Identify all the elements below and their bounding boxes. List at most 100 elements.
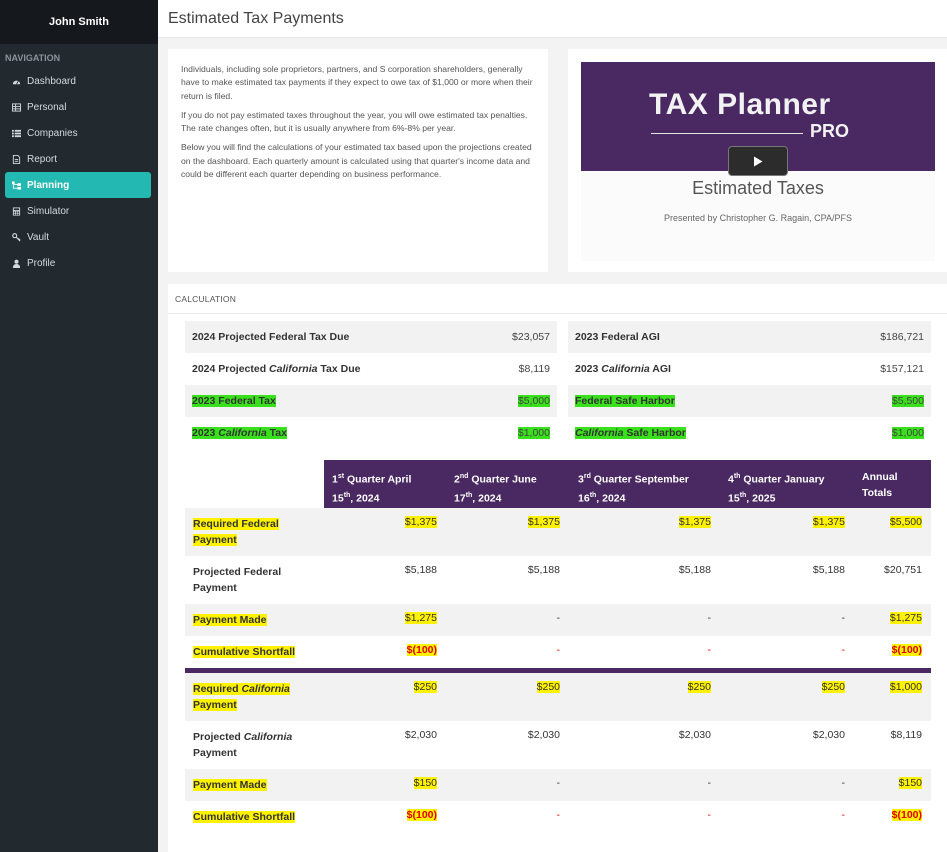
summary-row: California Safe Harbor $1,000 bbox=[575, 427, 924, 439]
summary-row: 2024 Projected Federal Tax Due $23,057 bbox=[185, 321, 557, 353]
sidebar-item-label: Companies bbox=[27, 127, 78, 139]
column-header-q4: 4th Quarter January 15th, 2025 bbox=[728, 473, 825, 504]
table-cell: $2,030 bbox=[404, 729, 437, 741]
intro-paragraph: Below you will find the calculations of … bbox=[181, 142, 532, 180]
video-player[interactable]: TAX Planner PRO Estimated Taxes Presente… bbox=[581, 62, 935, 261]
table-cell: $5,188 bbox=[404, 564, 437, 576]
nav-heading: NAVIGATION bbox=[5, 53, 61, 63]
user-icon bbox=[12, 259, 21, 268]
brand-logo-text: TAX Planner bbox=[649, 88, 831, 121]
page-title: Estimated Tax Payments bbox=[168, 9, 344, 27]
summary-row: 2023 Federal AGI $186,721 bbox=[568, 321, 931, 353]
user-name[interactable]: John Smith bbox=[0, 0, 158, 44]
table-cell: $5,188 bbox=[812, 564, 845, 576]
summary-value: $186,721 bbox=[880, 331, 924, 343]
sidebar-item-label: Planning bbox=[27, 179, 70, 191]
play-button[interactable] bbox=[728, 146, 788, 176]
table-cell: $1,375 bbox=[812, 516, 845, 528]
summary-row: 2023 California Tax $1,000 bbox=[192, 427, 550, 439]
sidebar-item-companies[interactable]: Companies bbox=[0, 120, 158, 146]
table-cell: - bbox=[841, 612, 846, 624]
summary-value: $1,000 bbox=[891, 427, 924, 439]
section-divider bbox=[185, 668, 931, 673]
table-cell: $1,275 bbox=[404, 612, 437, 624]
table-cell: - bbox=[841, 809, 846, 821]
table-cell: - bbox=[556, 612, 561, 624]
summary-row: 2023 Federal Tax $5,000 bbox=[185, 385, 557, 417]
sidebar: John Smith NAVIGATION Dashboard Personal… bbox=[0, 0, 158, 852]
sidebar-item-label: Simulator bbox=[27, 205, 70, 217]
table-row-required-california: Required California Payment $250 $250 $25… bbox=[185, 673, 931, 721]
calculation-heading: CALCULATION bbox=[168, 284, 947, 314]
brand-logo-sub: PRO bbox=[810, 121, 850, 141]
video-title: Estimated Taxes bbox=[692, 178, 824, 198]
intro-paragraph: If you do not pay estimated taxes throug… bbox=[181, 109, 528, 134]
sidebar-item-simulator[interactable]: Simulator bbox=[0, 198, 158, 224]
table-cell: $1,275 bbox=[889, 612, 922, 624]
table-cell: $250 bbox=[413, 681, 437, 693]
table-row-projected-federal: Projected Federal Payment $5,188 $5,188 $… bbox=[193, 564, 922, 594]
table-cell: - bbox=[707, 809, 712, 821]
table-cell: $5,500 bbox=[889, 516, 922, 528]
quarterly-header: 1st Quarter April 15th, 2024 2nd Quarter … bbox=[324, 460, 931, 508]
table-cell: $1,000 bbox=[889, 681, 922, 693]
summary-value: $8,119 bbox=[518, 363, 550, 375]
key-icon bbox=[12, 232, 21, 242]
sidebar-item-dashboard[interactable]: Dashboard bbox=[0, 68, 158, 94]
table-cell: $2,030 bbox=[527, 729, 560, 741]
sitemap-icon bbox=[12, 180, 21, 190]
video-presenter: Presented by Christopher G. Ragain, CPA/… bbox=[664, 213, 852, 223]
summary-row: 2024 Projected California Tax Due $8,119 bbox=[192, 363, 550, 375]
intro-panel: Individuals, including sole proprietors,… bbox=[168, 49, 548, 272]
sidebar-item-label: Profile bbox=[27, 257, 56, 269]
table-cell: $20,751 bbox=[884, 564, 922, 576]
table-cell: $250 bbox=[687, 681, 711, 693]
file-icon bbox=[12, 154, 21, 164]
table-cell: $5,188 bbox=[527, 564, 560, 576]
table-cell: $8,119 bbox=[890, 729, 922, 741]
video-banner: TAX Planner PRO bbox=[581, 62, 935, 171]
state-summary-table: 2023 Federal AGI $186,721 2023 Californi… bbox=[568, 321, 931, 449]
calculator-icon bbox=[12, 206, 21, 216]
sidebar-item-planning[interactable]: Planning bbox=[5, 172, 151, 198]
table-cell: - bbox=[556, 777, 561, 789]
list-icon bbox=[12, 129, 21, 138]
table-row-required-federal: Required Federal Payment $1,375 $1,375 $1… bbox=[185, 508, 931, 556]
brand-underline bbox=[651, 133, 803, 134]
sidebar-item-report[interactable]: Report bbox=[0, 146, 158, 172]
summary-value: $23,057 bbox=[512, 331, 550, 343]
table-row-projected-california: Projected California Payment $2,030 $2,03… bbox=[193, 729, 922, 759]
summary-row: 2023 California AGI $157,121 bbox=[575, 363, 924, 375]
table-cell: - bbox=[841, 777, 846, 789]
table-cell: $(100) bbox=[891, 644, 922, 656]
sidebar-item-profile[interactable]: Profile bbox=[0, 250, 158, 276]
sidebar-item-vault[interactable]: Vault bbox=[0, 224, 158, 250]
federal-summary-table: 2024 Projected Federal Tax Due $23,057 2… bbox=[185, 321, 557, 449]
table-cell: $2,030 bbox=[812, 729, 845, 741]
sidebar-item-personal[interactable]: Personal bbox=[0, 94, 158, 120]
table-cell: $2,030 bbox=[678, 729, 711, 741]
table-cell: $1,375 bbox=[678, 516, 711, 528]
column-header-q2: 2nd Quarter June 17th, 2024 bbox=[454, 473, 537, 504]
table-cell: - bbox=[841, 644, 846, 656]
table-cell: $150 bbox=[413, 777, 437, 789]
table-row-shortfall-federal: Cumulative Shortfall $(100) - - - $(100) bbox=[193, 644, 922, 658]
intro-paragraph: Individuals, including sole proprietors,… bbox=[181, 64, 533, 101]
summary-value: $157,121 bbox=[880, 363, 924, 375]
summary-value: $1,000 bbox=[517, 427, 550, 439]
video-panel: TAX Planner PRO Estimated Taxes Presente… bbox=[568, 49, 947, 272]
sidebar-item-label: Vault bbox=[27, 231, 50, 243]
summary-value: $5,000 bbox=[517, 395, 550, 407]
sidebar-item-label: Dashboard bbox=[27, 75, 76, 87]
table-cell: $250 bbox=[821, 681, 845, 693]
table-cell: $(100) bbox=[406, 809, 437, 821]
table-cell: $1,375 bbox=[527, 516, 560, 528]
table-cell: $1,375 bbox=[404, 516, 437, 528]
main-content: Estimated Tax Payments Individuals, incl… bbox=[158, 0, 947, 852]
sidebar-item-label: Personal bbox=[27, 101, 67, 113]
table-cell: $5,188 bbox=[678, 564, 711, 576]
column-header-q1: 1st Quarter April 15th, 2024 bbox=[332, 473, 412, 504]
summary-row: Federal Safe Harbor $5,500 bbox=[568, 385, 931, 417]
table-cell: $250 bbox=[536, 681, 560, 693]
dashboard-icon bbox=[12, 77, 21, 86]
